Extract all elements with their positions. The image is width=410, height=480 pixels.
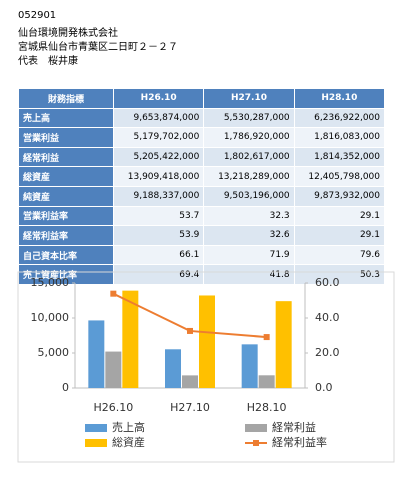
table-row: 売上高 9,653,874,000 5,530,287,000 6,236,922,0…: [18, 107, 386, 129]
bar: [88, 320, 105, 388]
table-row: 純資産 9,188,337,000 9,503,196,000 9,873,932,0…: [18, 185, 386, 207]
legend-swatch: [245, 424, 267, 432]
row-label: 経常利益: [18, 146, 114, 168]
cell: 66.1: [112, 244, 205, 266]
legend-label: 経常利益率: [272, 435, 327, 449]
table-row: 経常利益率 53.9 32.6 29.1: [18, 225, 386, 246]
row-label: 自己資本比率: [18, 244, 114, 266]
cell: 1,802,617,000: [203, 146, 295, 168]
header-row: 財務指標 H26.10 H27.10 H28.10: [18, 88, 386, 109]
chart-border: [17, 271, 395, 463]
cell: 32.6: [203, 225, 295, 246]
cell: 5,205,422,000: [112, 146, 205, 168]
table-row: 営業利益 5,179,702,000 1,786,920,000 1,816,083,…: [18, 127, 386, 148]
column-header: H27.10: [203, 88, 295, 109]
row-label: 総資産: [18, 166, 114, 187]
legend-marker: [253, 440, 259, 446]
column-header: H26.10: [112, 88, 205, 109]
cell: 5,530,287,000: [203, 107, 295, 129]
legend-label: 経常利益: [272, 420, 316, 434]
y2-tick-label: 0.0: [315, 381, 333, 394]
cell: 13,909,418,000: [112, 166, 205, 187]
cell: 9,188,337,000: [112, 185, 205, 207]
company-representative: 代表 桜井康: [18, 56, 78, 67]
cell: 1,816,083,000: [293, 127, 386, 148]
table-row: 総資産 13,909,418,000 13,218,289,000 12,405,79…: [18, 166, 386, 187]
table-row: 経常利益 5,205,422,000 1,802,617,000 1,814,352,…: [18, 146, 386, 168]
bar: [241, 344, 258, 388]
column-header: H28.10: [293, 88, 386, 109]
row-label: 純資産: [18, 185, 114, 207]
cell: 79.6: [293, 244, 386, 266]
cell: 12,405,798,000: [293, 166, 386, 187]
cell: 1,814,352,000: [293, 146, 386, 168]
row-label: 営業利益率: [18, 205, 114, 227]
cell: 29.1: [293, 225, 386, 246]
column-header: 財務指標: [18, 88, 114, 109]
cell: 41.8: [203, 264, 295, 285]
table-row: 営業利益率 53.7 32.3 29.1: [18, 205, 386, 227]
row-label: 経常利益率: [18, 225, 114, 246]
table-row: 自己資本比率 66.1 71.9 79.6: [18, 244, 386, 266]
company-address: 宮城県仙台市青葉区二日町２－２７: [18, 42, 178, 53]
legend-swatch: [85, 424, 107, 432]
row-label: 営業利益: [18, 127, 114, 148]
cell: 53.9: [112, 225, 205, 246]
line-marker: [263, 334, 270, 341]
bar: [105, 351, 122, 388]
cell: 1,786,920,000: [203, 127, 295, 148]
legend-swatch: [85, 439, 107, 447]
row-label: 売上高: [18, 107, 114, 129]
cell: 6,236,922,000: [293, 107, 386, 129]
y-tick-label: 10,000: [31, 311, 70, 324]
cell: 69.4: [112, 264, 205, 285]
bar: [182, 375, 198, 388]
cell: 13,218,289,000: [203, 166, 295, 187]
cell: 5,179,702,000: [112, 127, 205, 148]
y2-tick-label: 40.0: [315, 311, 340, 324]
y-tick-label: 15,000: [31, 276, 70, 289]
bar: [199, 295, 215, 388]
y-tick-label: 0: [62, 381, 69, 394]
company-name: 仙台環境開発株式会社: [18, 28, 118, 39]
table-row: 売上資産比率 69.4 41.8 50.3: [18, 264, 386, 285]
cell: 9,503,196,000: [203, 185, 295, 207]
y2-tick-label: 60.0: [315, 276, 340, 289]
y2-tick-label: 20.0: [315, 346, 340, 359]
cell: 50.3: [293, 264, 386, 285]
bar: [258, 375, 275, 388]
bar: [165, 349, 181, 388]
cell: 9,873,932,000: [293, 185, 386, 207]
y-tick-label: 5,000: [38, 346, 70, 359]
legend-label: 売上高: [112, 420, 145, 434]
line-marker: [110, 290, 117, 297]
x-tick-label: H27.10: [170, 401, 210, 414]
company-code: 052901: [18, 10, 57, 21]
x-tick-label: H28.10: [247, 401, 287, 414]
cell: 29.1: [293, 205, 386, 227]
financial-table: 財務指標 H26.10 H27.10 H28.10 売上高 9,653,874,000 5,…: [18, 88, 386, 285]
cell: 32.3: [203, 205, 295, 227]
row-label: 売上資産比率: [18, 264, 114, 285]
cell: 71.9: [203, 244, 295, 266]
line-marker: [187, 327, 193, 334]
chart: 0 5,000 10,000 15,000 0.0 20.0 40.0 60.0 H26.10 H…: [17, 271, 395, 463]
bar: [122, 290, 139, 388]
cell: 53.7: [112, 205, 205, 227]
bar: [275, 301, 292, 388]
x-tick-label: H26.10: [93, 401, 133, 414]
cell: 9,653,874,000: [112, 107, 205, 129]
legend-label: 総資産: [112, 435, 145, 449]
